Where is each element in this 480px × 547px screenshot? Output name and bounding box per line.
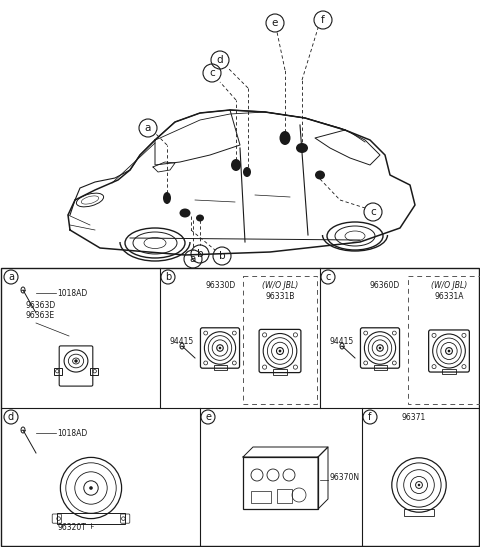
Bar	[54, 368, 62, 375]
Bar	[373, 365, 386, 370]
Ellipse shape	[279, 131, 290, 145]
Bar	[442, 369, 456, 374]
Text: (W/O JBL): (W/O JBL)	[262, 281, 298, 290]
Text: (W/O JBL): (W/O JBL)	[431, 281, 467, 290]
Text: f: f	[368, 412, 372, 422]
Text: 96371: 96371	[402, 412, 426, 422]
Circle shape	[448, 350, 450, 352]
Text: c: c	[325, 272, 331, 282]
Text: a: a	[190, 254, 196, 264]
Ellipse shape	[180, 208, 191, 218]
Circle shape	[379, 347, 381, 350]
Bar	[251, 491, 271, 503]
Text: 94415: 94415	[170, 336, 194, 346]
Text: c: c	[209, 68, 215, 78]
Ellipse shape	[296, 143, 308, 153]
Text: 96370N: 96370N	[330, 474, 360, 482]
Text: a: a	[145, 123, 151, 133]
Bar	[90, 368, 98, 375]
Bar	[404, 509, 434, 516]
Text: 96363E: 96363E	[26, 311, 55, 319]
Ellipse shape	[315, 171, 325, 179]
Ellipse shape	[196, 214, 204, 222]
Text: a: a	[8, 272, 14, 282]
Text: 96331B: 96331B	[265, 292, 295, 301]
Ellipse shape	[243, 167, 251, 177]
Circle shape	[278, 350, 281, 352]
Bar	[214, 365, 227, 370]
Text: 1018AD: 1018AD	[57, 288, 87, 298]
Ellipse shape	[231, 159, 241, 171]
Circle shape	[89, 486, 93, 490]
Text: c: c	[370, 207, 376, 217]
Text: 94415: 94415	[330, 336, 354, 346]
Text: 96330D: 96330D	[205, 282, 235, 290]
Circle shape	[418, 484, 420, 486]
Bar	[1, 268, 479, 546]
Bar	[277, 489, 292, 503]
Bar	[243, 276, 317, 404]
Text: 96363D: 96363D	[26, 301, 56, 311]
Text: 96320T: 96320T	[57, 523, 86, 532]
Text: b: b	[197, 249, 204, 259]
Text: e: e	[205, 412, 211, 422]
Ellipse shape	[163, 192, 171, 204]
Text: 96331A: 96331A	[434, 292, 464, 301]
Text: f: f	[321, 15, 325, 25]
Text: b: b	[165, 272, 171, 282]
Text: 96360D: 96360D	[370, 282, 400, 290]
Bar	[57, 513, 125, 524]
Text: e: e	[272, 18, 278, 28]
Circle shape	[74, 359, 78, 363]
Text: b: b	[219, 251, 225, 261]
Bar	[273, 369, 287, 375]
Bar	[408, 276, 480, 404]
Text: d: d	[8, 412, 14, 422]
Text: 1018AD: 1018AD	[57, 428, 87, 438]
Circle shape	[219, 347, 221, 350]
Bar	[243, 457, 318, 509]
Text: d: d	[216, 55, 223, 65]
